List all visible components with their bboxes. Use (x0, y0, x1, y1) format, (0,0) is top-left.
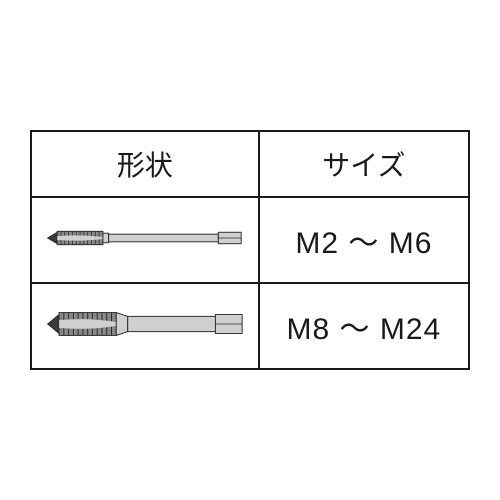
table-row: M2 〜 M6 (31, 197, 469, 283)
header-size: サイズ (259, 131, 469, 197)
size-cell-small: M2 〜 M6 (259, 197, 469, 283)
table: 形状 サイズ (30, 130, 470, 370)
shape-cell-small (31, 197, 259, 283)
tap-small-icon (40, 213, 250, 263)
shape-cell-large (31, 283, 259, 369)
size-cell-large: M8 〜 M24 (259, 283, 469, 369)
tap-size-table: 形状 サイズ (30, 130, 470, 370)
header-shape: 形状 (31, 131, 259, 197)
tap-large-icon (40, 299, 250, 349)
table-row: M8 〜 M24 (31, 283, 469, 369)
